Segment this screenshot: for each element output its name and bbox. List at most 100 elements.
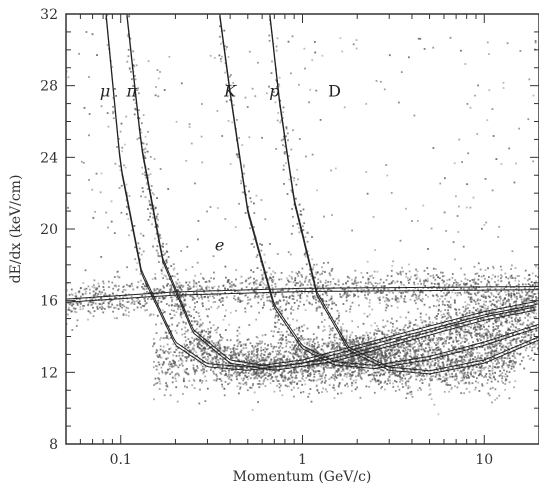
scatter-point <box>358 367 360 369</box>
scatter-point <box>408 282 410 284</box>
scatter-point <box>339 354 342 356</box>
scatter-point <box>491 308 494 310</box>
scatter-point <box>312 333 315 335</box>
scatter-point <box>345 310 348 313</box>
scatter-point <box>498 362 500 364</box>
scatter-point <box>523 300 525 303</box>
scatter-point <box>162 250 164 253</box>
scatter-point <box>480 281 483 283</box>
scatter-point <box>112 292 114 295</box>
scatter-point <box>532 289 534 292</box>
scatter-point <box>317 300 320 302</box>
scatter-point <box>394 297 397 300</box>
scatter-point <box>342 337 344 340</box>
scatter-point <box>457 322 460 324</box>
scatter-point <box>94 298 97 301</box>
scatter-point <box>509 284 511 286</box>
scatter-point <box>291 335 294 338</box>
scatter-point <box>364 285 367 288</box>
scatter-point <box>66 289 68 292</box>
scatter-point <box>454 325 457 328</box>
scatter-point <box>372 352 375 355</box>
scatter-point <box>415 335 418 337</box>
scatter-point <box>423 303 426 306</box>
scatter-point <box>422 291 424 293</box>
scatter-point <box>485 333 488 336</box>
scatter-point <box>255 282 258 285</box>
scatter-point <box>135 268 138 271</box>
scatter-point <box>328 304 330 306</box>
scatter-point <box>340 327 343 330</box>
scatter-point <box>417 350 420 352</box>
scatter-point <box>125 314 128 316</box>
scatter-point <box>531 304 534 307</box>
scatter-point <box>194 329 197 332</box>
scatter-point <box>158 291 160 294</box>
scatter-point <box>194 320 196 323</box>
scatter-point <box>295 282 298 285</box>
scatter-point <box>415 294 418 297</box>
scatter-point <box>522 302 524 305</box>
scatter-point <box>433 283 436 285</box>
scatter-point <box>137 297 140 300</box>
scatter-point <box>357 349 360 352</box>
scatter-point <box>330 328 333 331</box>
scatter-point <box>164 321 167 324</box>
scatter-point <box>185 314 188 317</box>
scatter-point <box>487 295 490 298</box>
scatter-point <box>344 356 347 358</box>
scatter-point <box>341 366 344 369</box>
scatter-point <box>518 287 520 290</box>
scatter-point <box>413 351 416 353</box>
scatter-point <box>349 310 351 313</box>
scatter-point <box>398 349 400 352</box>
scatter-point <box>295 271 298 274</box>
scatter-point <box>342 283 345 286</box>
scatter-point <box>345 282 347 285</box>
scatter-point <box>525 291 527 294</box>
scatter-point <box>162 298 165 300</box>
scatter-point <box>200 286 203 289</box>
scatter-point <box>145 176 147 179</box>
scatter-point <box>230 285 233 288</box>
scatter-point <box>477 278 480 281</box>
scatter-point <box>404 355 407 358</box>
scatter-point <box>206 315 209 317</box>
scatter-point <box>479 324 482 327</box>
scatter-point <box>353 341 356 344</box>
scatter-point <box>425 350 427 353</box>
scatter-point <box>333 387 335 389</box>
scatter-point <box>188 281 191 284</box>
scatter-point <box>433 305 435 307</box>
scatter-point <box>198 315 201 318</box>
scatter-point <box>383 358 386 361</box>
scatter-point <box>508 282 510 285</box>
scatter-point <box>455 283 458 286</box>
scatter-point <box>123 305 125 308</box>
scatter-point <box>437 377 440 380</box>
scatter-point <box>306 294 308 297</box>
scatter-point <box>393 330 396 333</box>
scatter-point <box>514 310 517 313</box>
scatter-point <box>355 282 358 284</box>
scatter-point <box>121 299 124 302</box>
scatter-point <box>300 335 302 338</box>
scatter-point <box>521 307 523 309</box>
scatter-point <box>350 357 353 359</box>
scatter-point <box>112 97 114 99</box>
scatter-point <box>471 368 474 371</box>
scatter-point <box>471 311 474 314</box>
scatter-point <box>495 333 498 336</box>
scatter-point <box>536 340 539 343</box>
scatter-point <box>158 233 161 236</box>
scatter-point <box>115 285 117 288</box>
scatter-point <box>321 345 324 347</box>
scatter-point <box>352 379 355 382</box>
scatter-point <box>152 216 154 219</box>
scatter-point <box>421 321 424 324</box>
scatter-point <box>221 349 224 352</box>
scatter-point <box>129 285 131 288</box>
scatter-point <box>493 366 496 368</box>
scatter-point <box>107 280 110 283</box>
scatter-point <box>320 382 323 384</box>
